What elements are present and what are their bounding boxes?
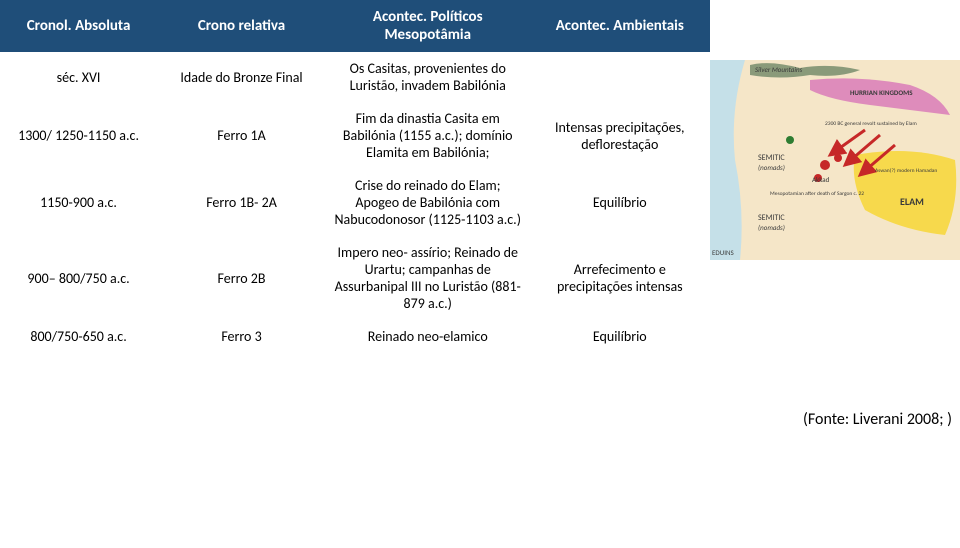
label-general: 2300 BC general revolt sustained by Elam [825,121,917,127]
table-header-row: Cronol. Absoluta Crono relativa Acontec.… [0,0,710,52]
cell-pol: Crise do reinado do Elam; Apogeo de Babi… [326,169,530,236]
cell-abs: 1300/ 1250-1150 a.c. [0,102,157,169]
label-akkad: Akkad [812,175,830,184]
cell-amb [530,52,710,102]
chronology-table: Cronol. Absoluta Crono relativa Acontec.… [0,0,710,353]
city-marker [834,154,842,162]
mesopotamia-map: Silver Mountains HURRIAN KINGDOMS SEMITI… [710,60,960,260]
label-aswan: Aswan(?) modern Hamadan [875,167,937,174]
cell-pol: Fim da dinastia Casita em Babilónia (115… [326,102,530,169]
table-row: 800/750-650 a.c. Ferro 3 Reinado neo-ela… [0,320,710,353]
table-row: séc. XVI Idade do Bronze Final Os Casita… [0,52,710,102]
citation-text: (Fonte: Liverani 2008; ) [803,410,952,429]
label-semitic2: SEMITIC [758,213,785,223]
map-area: Silver Mountains HURRIAN KINGDOMS SEMITI… [710,0,960,548]
table-row: 900– 800/750 a.c. Ferro 2B Impero neo- a… [0,236,710,320]
cell-pol: Os Casitas, provenientes do Luristão, in… [326,52,530,102]
cell-abs: 900– 800/750 a.c. [0,236,157,320]
label-eduins: EDUINS [712,248,734,257]
col-header-relative: Crono relativa [157,0,326,52]
table-body: séc. XVI Idade do Bronze Final Os Casita… [0,52,710,353]
cell-amb: Arrefecimento e precipitações intensas [530,236,710,320]
table-row: 1300/ 1250-1150 a.c. Ferro 1A Fim da din… [0,102,710,169]
cell-amb: Equilíbrio [530,320,710,353]
col-header-political: Acontec. Políticos Mesopotâmia [326,0,530,52]
cell-abs: 1150-900 a.c. [0,169,157,236]
label-silver: Silver Mountains [755,65,803,74]
table-row: 1150-900 a.c. Ferro 1B- 2A Crise do rein… [0,169,710,236]
cell-amb: Equilíbrio [530,169,710,236]
label-semitic1: SEMITIC [758,153,785,163]
cell-rel: Ferro 1A [157,102,326,169]
akkad-marker [820,160,830,170]
cell-rel: Ferro 2B [157,236,326,320]
cell-rel: Ferro 3 [157,320,326,353]
cell-amb: Intensas precipitações, deflorestação [530,102,710,169]
label-elam: ELAM [900,195,924,208]
label-nomads1: (nomads) [758,163,785,172]
cell-rel: Ferro 1B- 2A [157,169,326,236]
col-header-absolute: Cronol. Absoluta [0,0,157,52]
label-after: Mesopotamian after death of Sargon c. 22 [770,191,864,197]
table-area: Cronol. Absoluta Crono relativa Acontec.… [0,0,710,548]
cell-rel: Idade do Bronze Final [157,52,326,102]
label-hurrian: HURRIAN KINGDOMS [850,88,913,97]
cell-pol: Impero neo- assírio; Reinado de Urartu; … [326,236,530,320]
col-header-environmental: Acontec. Ambientais [530,0,710,52]
cell-abs: séc. XVI [0,52,157,102]
ebla-marker [786,136,794,144]
cell-pol: Reinado neo-elamico [326,320,530,353]
label-nomads2: (nomads) [758,223,785,232]
cell-abs: 800/750-650 a.c. [0,320,157,353]
